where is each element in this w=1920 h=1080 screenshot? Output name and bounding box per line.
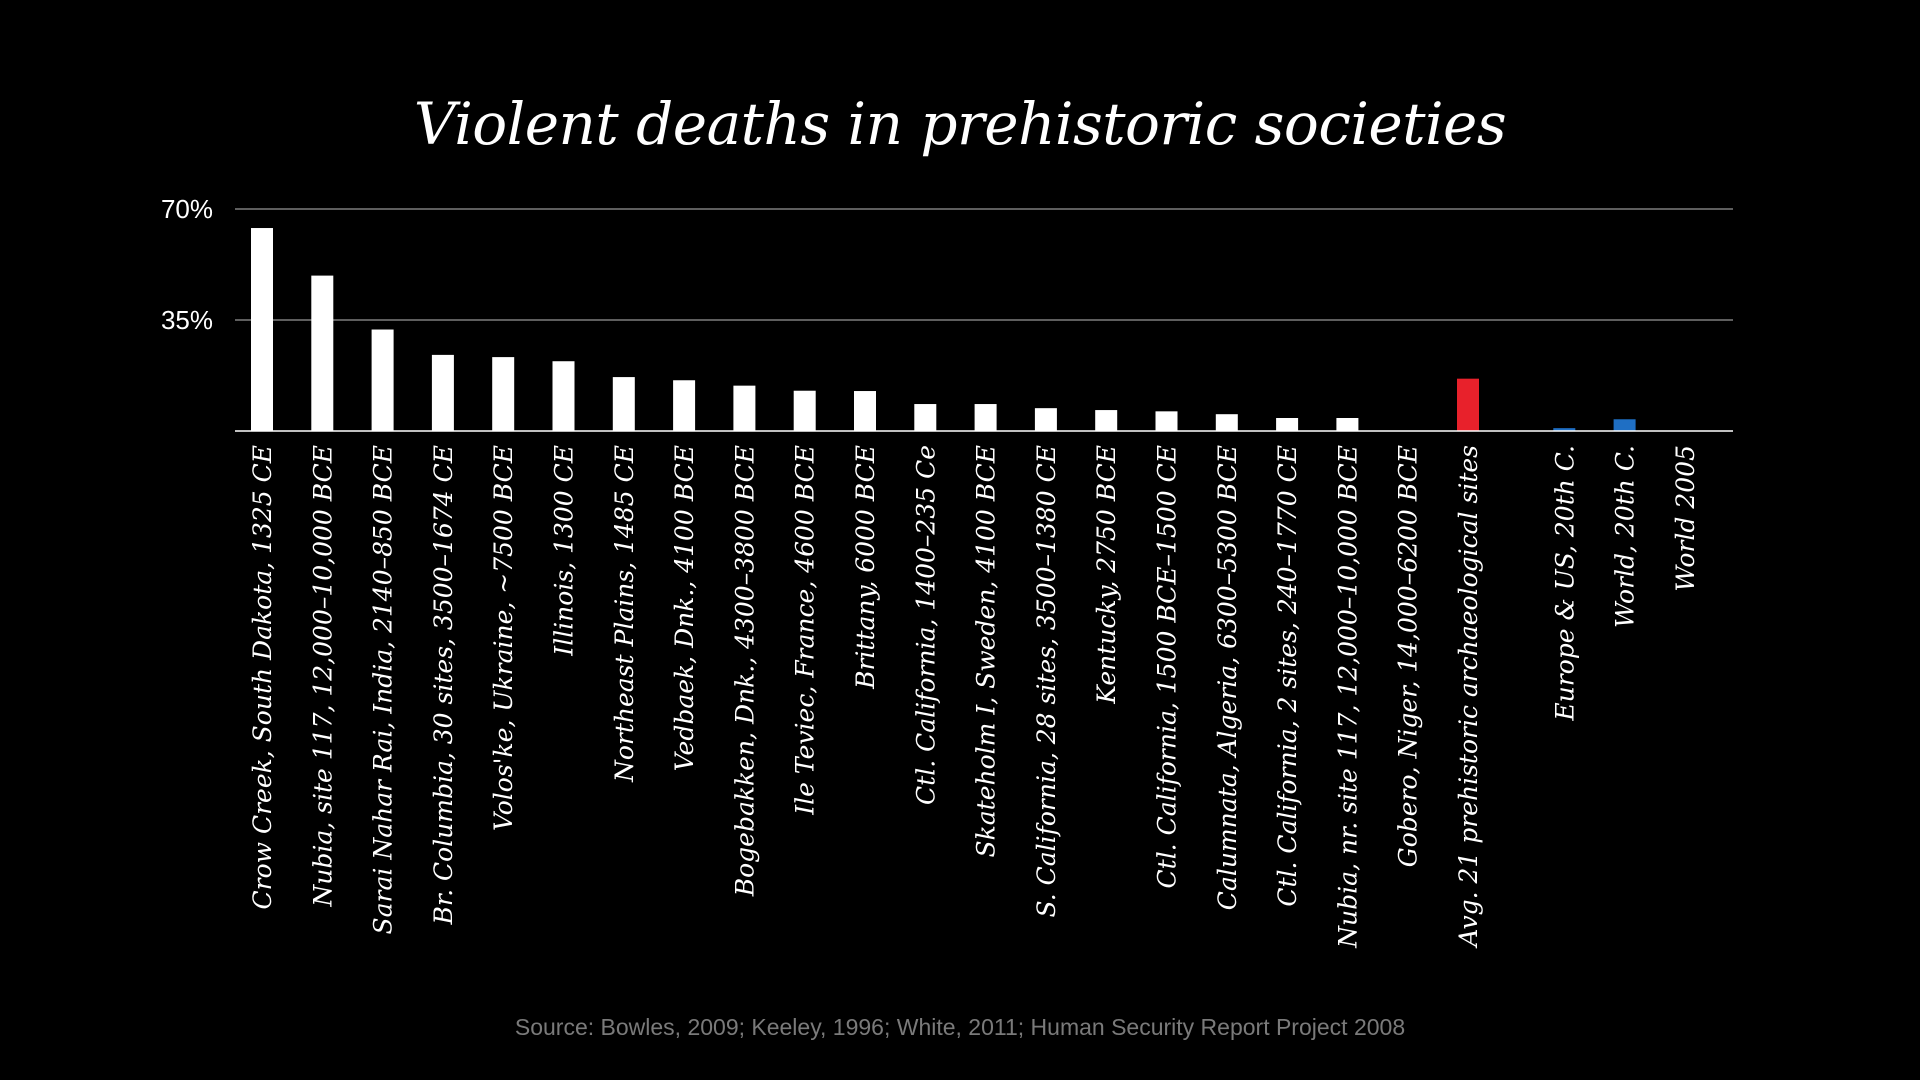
category-label: Ctl. California, 1400–235 Ce <box>911 445 940 805</box>
bar-12 <box>974 404 997 431</box>
bars <box>251 228 1696 431</box>
bar-21 <box>1553 428 1576 431</box>
bar-15 <box>1155 411 1178 431</box>
category-label: Ile Teviec, France, 4600 BCE <box>791 445 820 816</box>
category-label: Volos'ke, Ukraine, ~7500 BCE <box>489 445 518 831</box>
category-labels: Crow Creek, South Dakota, 1325 CE Nubia, … <box>248 445 1700 949</box>
bar-10 <box>854 391 876 431</box>
category-label: Nubia, nr. site 117, 12,000–10,000 BCE <box>1333 445 1362 949</box>
category-label: Northeast Plains, 1485 CE <box>610 445 639 783</box>
category-label: Skateholm I, Sweden, 4100 BCE <box>972 445 1001 858</box>
bar-4 <box>492 357 515 431</box>
gridlines <box>235 208 1733 321</box>
category-label: Bogebakken, Dnk., 4300–3800 BCE <box>730 445 759 897</box>
category-label: Kentucky, 2750 BCE <box>1092 445 1121 705</box>
y-tick-label: 35% <box>161 305 213 335</box>
bar-13 <box>1034 408 1057 431</box>
bar-16 <box>1215 414 1238 431</box>
bar-14 <box>1095 410 1118 431</box>
category-label: World, 20th C. <box>1611 445 1640 628</box>
category-label: Gobero, Niger, 14,000–6200 BCE <box>1394 445 1423 867</box>
bar-2 <box>371 329 394 431</box>
bar-20 <box>1457 378 1479 431</box>
bar-3 <box>431 354 454 431</box>
category-label: Calumnata, Algeria, 6300–5300 BCE <box>1213 445 1242 910</box>
bar-5 <box>552 361 575 431</box>
bar-11 <box>914 404 937 431</box>
y-tick-label: 70% <box>161 194 213 224</box>
bar-9 <box>793 390 816 431</box>
bar-7 <box>673 380 696 431</box>
bar-1 <box>311 275 334 431</box>
bar-6 <box>612 377 635 431</box>
y-axis-ticks: 70% 35% <box>161 194 213 335</box>
bar-0 <box>251 228 273 431</box>
category-label: Sarai Nahar Rai, India, 2140–850 BCE <box>369 445 398 934</box>
category-label: Br. Columbia, 30 sites, 3500–1674 CE <box>429 445 458 925</box>
chart-title: Violent deaths in prehistoric societies <box>413 90 1507 158</box>
bar-18 <box>1336 417 1359 431</box>
category-label: Avg. 21 prehistoric archaeological sites <box>1454 445 1483 949</box>
bar-22 <box>1613 419 1636 431</box>
bar-17 <box>1276 417 1299 431</box>
category-label: Nubia, site 117, 12,000–10,000 BCE <box>308 445 337 908</box>
category-label: Ctl. California, 2 sites, 240–1770 CE <box>1273 445 1302 907</box>
category-label: Brittany, 6000 BCE <box>851 445 880 690</box>
category-label: Europe & US, 20th C. <box>1550 445 1579 722</box>
category-label: World 2005 <box>1671 445 1700 592</box>
category-label: Illinois, 1300 CE <box>550 445 579 657</box>
category-label: S. California, 28 sites, 3500–1380 CE <box>1032 445 1061 918</box>
category-label: Vedbaek, Dnk., 4100 BCE <box>670 445 699 771</box>
source-note: Source: Bowles, 2009; Keeley, 1996; Whit… <box>514 1014 1406 1040</box>
bar-8 <box>733 385 756 431</box>
category-label: Ctl. California, 1500 BCE–1500 CE <box>1153 445 1182 888</box>
category-label: Crow Creek, South Dakota, 1325 CE <box>248 445 277 910</box>
